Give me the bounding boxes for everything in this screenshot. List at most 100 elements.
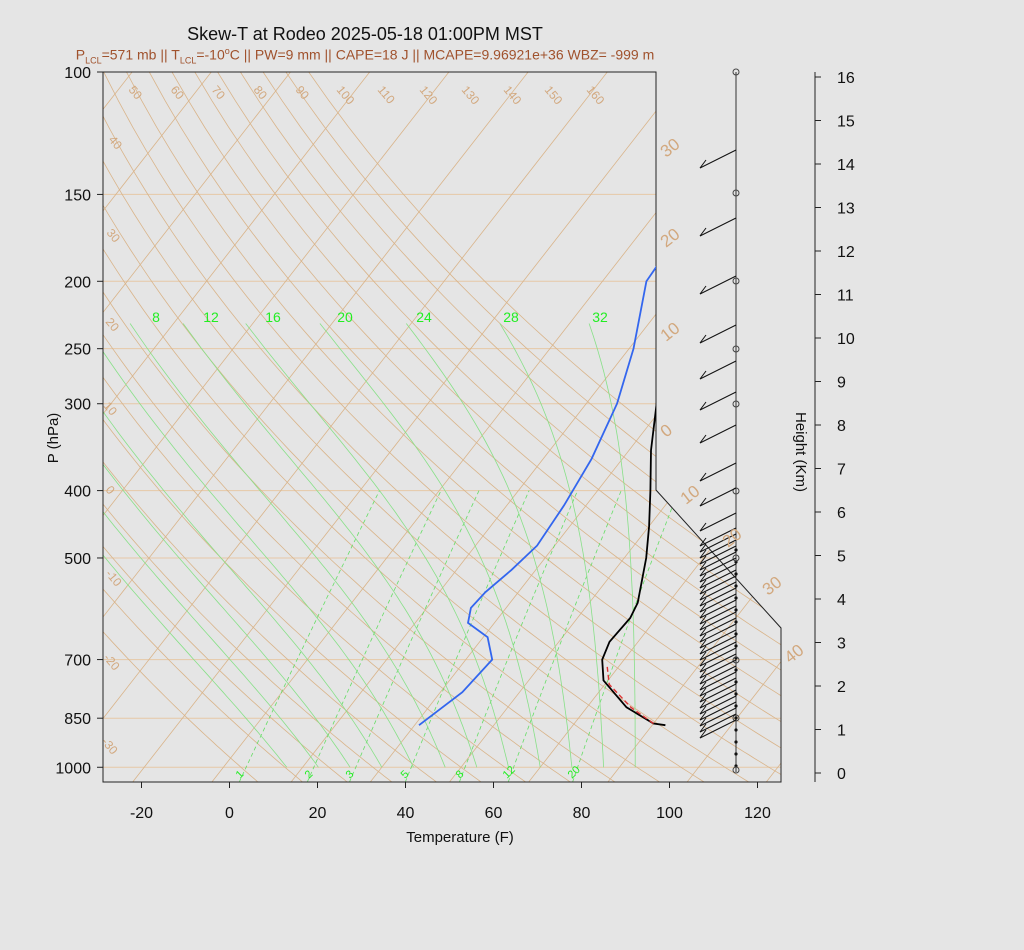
subtitle-part: P bbox=[75, 46, 86, 63]
plot-area bbox=[103, 72, 781, 782]
moist-adiabat bbox=[245, 323, 509, 768]
wind-barb bbox=[699, 695, 737, 715]
height-tick-label: 3 bbox=[837, 636, 846, 653]
mixing-ratio-line bbox=[404, 490, 530, 782]
wind-barb-feather bbox=[699, 621, 707, 631]
isotherm-label: 40 bbox=[781, 641, 808, 668]
wind-barb-feather bbox=[699, 651, 707, 661]
wind-barb bbox=[699, 617, 737, 637]
wind-barb-feather bbox=[699, 567, 707, 577]
wind-barb bbox=[699, 605, 737, 625]
mixing-ratio-line bbox=[349, 490, 480, 782]
calm-circle bbox=[732, 714, 740, 722]
wind-barb bbox=[699, 587, 737, 607]
plot-frame bbox=[102, 71, 782, 783]
wind-barb-feather bbox=[699, 681, 707, 691]
p-tick-label: 150 bbox=[64, 187, 91, 204]
wind-barb-feather bbox=[699, 334, 707, 344]
wind-barb bbox=[699, 701, 737, 721]
wind-level-dot bbox=[734, 596, 738, 600]
mixing-ratio-line bbox=[306, 490, 442, 782]
p-tick-label: 700 bbox=[64, 653, 91, 670]
wind-barb-feather bbox=[699, 717, 707, 727]
p-tick-label: 300 bbox=[64, 397, 91, 414]
wind-barb-feather bbox=[699, 573, 707, 583]
dry-adiabat bbox=[103, 72, 482, 782]
wind-barb bbox=[699, 659, 737, 679]
wind-barb bbox=[699, 360, 737, 380]
isotherm-line bbox=[103, 72, 529, 782]
wind-barb-feather bbox=[699, 522, 707, 532]
wind-level-dot bbox=[734, 752, 738, 756]
height-tick-label: 16 bbox=[837, 70, 855, 87]
isotherm-line bbox=[103, 72, 291, 782]
dry-adiabat bbox=[103, 72, 348, 782]
mixing-ratio-line bbox=[459, 490, 578, 782]
moist-adiabat bbox=[103, 323, 351, 768]
wind-barb bbox=[699, 217, 737, 237]
wind-level-dot bbox=[734, 548, 738, 552]
wind-barb-feather bbox=[699, 401, 707, 411]
wind-barb bbox=[699, 713, 737, 733]
moist-adiabat bbox=[103, 323, 414, 768]
wind-barb-feather bbox=[699, 370, 707, 380]
wind-barb-feather bbox=[699, 585, 707, 595]
wind-level-dot bbox=[734, 668, 738, 672]
wind-level-dot bbox=[734, 716, 738, 720]
wind-barb bbox=[699, 581, 737, 601]
calm-circle bbox=[732, 345, 740, 353]
p-tick-label: 100 bbox=[64, 65, 91, 82]
wind-barb bbox=[699, 324, 737, 344]
isotherm-line bbox=[607, 72, 781, 782]
height-tick-label: 9 bbox=[837, 375, 846, 392]
height-tick-label: 11 bbox=[837, 288, 854, 305]
wind-level-dot bbox=[734, 644, 738, 648]
wind-barb bbox=[699, 683, 737, 703]
height-tick-label: 6 bbox=[837, 505, 846, 522]
wind-barb-feather bbox=[699, 597, 707, 607]
isotherm-line bbox=[103, 72, 371, 782]
y-axis-label: P (hPa) bbox=[45, 413, 62, 464]
height-tick-label: 7 bbox=[837, 462, 846, 479]
x-tick-label: -20 bbox=[130, 805, 153, 822]
wind-barb-feather bbox=[699, 645, 707, 655]
wind-level-dot bbox=[734, 680, 738, 684]
wind-barb bbox=[699, 527, 737, 547]
wind-barb-feather bbox=[699, 591, 707, 601]
wind-barb-feather bbox=[699, 609, 707, 619]
calm-circle bbox=[732, 554, 740, 562]
p-tick-label: 1000 bbox=[55, 760, 91, 777]
dry-adiabat bbox=[240, 72, 781, 782]
wind-barb bbox=[699, 391, 737, 411]
wind-barb-feather bbox=[699, 159, 707, 169]
wind-barb bbox=[699, 719, 737, 739]
height-tick-label: 15 bbox=[837, 114, 855, 131]
wind-barb bbox=[699, 533, 737, 553]
wind-barb bbox=[699, 563, 737, 583]
wind-barb bbox=[699, 623, 737, 643]
wind-barb-feather bbox=[699, 723, 707, 733]
isotherm-line bbox=[686, 72, 781, 782]
wind-level-dot bbox=[734, 584, 738, 588]
wind-barb-feather bbox=[699, 729, 707, 739]
dry-adiabat bbox=[285, 72, 781, 782]
wind-barb-feather bbox=[699, 633, 707, 643]
height-tick-label: 0 bbox=[837, 766, 846, 783]
calm-circle bbox=[732, 189, 740, 197]
wind-barb bbox=[699, 593, 737, 613]
p-tick-label: 400 bbox=[64, 484, 91, 501]
wetbulb-label: 24 bbox=[416, 309, 432, 325]
wind-barb bbox=[699, 424, 737, 444]
height-tick-label: 13 bbox=[837, 201, 855, 218]
p-tick-label: 500 bbox=[64, 551, 91, 568]
x-tick-label: 60 bbox=[485, 805, 503, 822]
x-tick-label: 100 bbox=[656, 805, 683, 822]
dry-adiabat bbox=[103, 72, 781, 782]
wetbulb-label: 12 bbox=[203, 309, 219, 325]
wind-barb-feather bbox=[699, 603, 707, 613]
wind-barb-feather bbox=[699, 615, 707, 625]
subtitle-part: LCL bbox=[85, 55, 102, 66]
dry-adiabat bbox=[126, 72, 781, 782]
x-tick-label: 40 bbox=[397, 805, 415, 822]
